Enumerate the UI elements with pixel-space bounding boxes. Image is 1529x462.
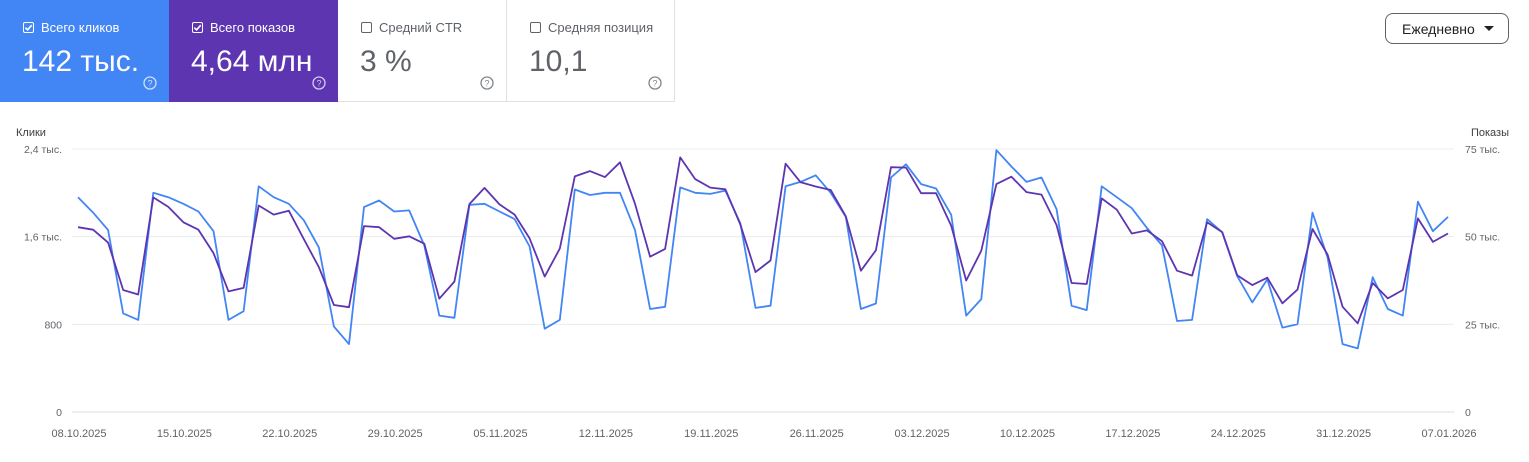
y-axis-title-left: Клики [16, 127, 46, 139]
metric-cards: Всего кликов 142 тыс. ? Всего показов 4,… [0, 0, 675, 103]
y-tick-label-right: 50 тыс. [1465, 232, 1500, 244]
help-icon[interactable]: ? [143, 76, 157, 90]
svg-text:?: ? [484, 78, 489, 88]
x-tick-label: 31.12.2025 [1316, 428, 1371, 440]
performance-chart: Клики Показы 0 800 1,6 тыс. 2,4 тыс. 0 25 тыс. 5… [16, 127, 1509, 440]
y-tick-label-right: 0 [1465, 407, 1471, 419]
metric-label-clicks: Всего кликов [41, 20, 120, 35]
y-tick-label-right: 75 тыс. [1465, 144, 1500, 156]
series-line-clicks [77, 149, 1449, 350]
svg-text:?: ? [652, 78, 657, 88]
metric-card-clicks[interactable]: Всего кликов 142 тыс. ? [0, 0, 169, 102]
metric-value-clicks: 142 тыс. [22, 45, 140, 78]
x-tick-label: 19.11.2025 [684, 428, 738, 440]
metric-header-impressions: Всего показов [192, 20, 295, 35]
svg-text:?: ? [147, 78, 152, 88]
metric-label-position: Средняя позиция [548, 20, 654, 35]
metric-header-position: Средняя позиция [530, 20, 653, 35]
x-tick-label: 24.12.2025 [1211, 428, 1266, 440]
x-tick-label: 15.10.2025 [157, 428, 212, 440]
y-axis-title-right: Показы [1471, 127, 1509, 139]
metric-value-ctr: 3 % [360, 45, 412, 78]
y-tick-label-right: 25 тыс. [1465, 319, 1500, 331]
x-tick-label: 26.11.2025 [790, 428, 844, 440]
help-icon[interactable]: ? [480, 76, 494, 90]
x-tick-label: 22.10.2025 [262, 428, 317, 440]
metric-label-ctr: Средний CTR [379, 20, 463, 35]
x-tick-label: 12.11.2025 [579, 428, 633, 440]
x-tick-label: 17.12.2025 [1105, 428, 1160, 440]
y-tick-label-left: 2,4 тыс. [24, 144, 62, 156]
granularity-selected: Ежедневно [1402, 20, 1475, 37]
metric-label-impressions: Всего показов [210, 20, 295, 35]
metric-card-impressions[interactable]: Всего показов 4,64 млн ? [169, 0, 338, 102]
checkbox-unchecked-icon[interactable] [361, 22, 372, 33]
y-tick-label-left: 1,6 тыс. [24, 232, 62, 244]
x-tick-label: 08.10.2025 [51, 428, 106, 440]
svg-text:?: ? [316, 78, 321, 88]
help-icon[interactable]: ? [312, 76, 326, 90]
metric-header-ctr: Средний CTR [361, 20, 462, 35]
y-tick-label-left: 800 [44, 319, 62, 331]
granularity-dropdown[interactable]: Ежедневно [1385, 13, 1509, 44]
x-tick-label: 03.12.2025 [895, 428, 950, 440]
checkbox-unchecked-icon[interactable] [530, 22, 541, 33]
y-tick-label-left: 0 [56, 407, 62, 419]
x-tick-label: 10.12.2025 [1000, 428, 1055, 440]
checkbox-checked-icon[interactable] [23, 22, 34, 33]
metric-header-clicks: Всего кликов [23, 20, 119, 35]
metric-value-position: 10,1 [529, 45, 588, 78]
x-tick-label: 07.01.2026 [1421, 428, 1476, 440]
metric-card-position[interactable]: Средняя позиция 10,1 ? [507, 0, 675, 102]
metric-card-ctr[interactable]: Средний CTR 3 % ? [338, 0, 507, 102]
help-icon[interactable]: ? [648, 76, 662, 90]
series-line-impressions [77, 156, 1449, 325]
checkbox-checked-icon[interactable] [192, 22, 203, 33]
dropdown-arrow-icon [1484, 26, 1494, 31]
x-tick-label: 29.10.2025 [368, 428, 423, 440]
metric-value-impressions: 4,64 млн [191, 45, 313, 78]
x-tick-label: 05.11.2025 [473, 428, 527, 440]
